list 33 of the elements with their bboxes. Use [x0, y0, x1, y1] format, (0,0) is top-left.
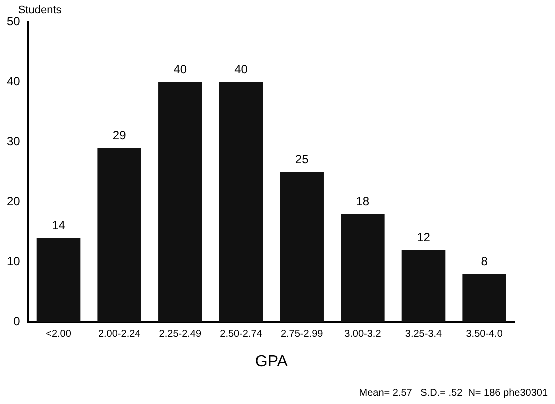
- x-tick-label: 3.00-3.2: [344, 328, 382, 340]
- bar: [341, 214, 385, 322]
- x-tick-label: 3.50-4.0: [466, 328, 504, 340]
- data-label: 8: [481, 254, 488, 268]
- bar: [402, 250, 446, 322]
- data-label: 40: [234, 62, 248, 76]
- x-tick-label: 3.25-3.4: [405, 328, 443, 340]
- bar: [280, 172, 324, 322]
- y-axis-title: Students: [18, 4, 62, 17]
- x-tick-label: 2.50-2.74: [220, 328, 263, 340]
- x-tick-label: 2.75-2.99: [280, 328, 324, 340]
- text: Mean= 2.57 S.D.= .52 N= 186 phe30301: [359, 388, 548, 399]
- y-tick-label: 20: [6, 194, 21, 208]
- y-tick-label: 0: [14, 314, 21, 328]
- y-tick-label: 40: [6, 74, 21, 88]
- data-label: 40: [174, 62, 188, 76]
- x-tick-label: <2.00: [46, 328, 72, 340]
- data-label: 25: [295, 152, 310, 166]
- data-label: 12: [417, 230, 431, 244]
- x-tick-label: 2.25-2.49: [159, 328, 202, 340]
- bar: [158, 82, 202, 322]
- data-label: 29: [112, 128, 127, 142]
- y-tick-label: 30: [6, 134, 21, 148]
- y-tick-label: 10: [6, 254, 21, 268]
- data-label: 14: [52, 218, 66, 232]
- bar: [219, 82, 264, 322]
- data-label: 18: [356, 194, 370, 208]
- bar: [98, 148, 142, 322]
- bar: [462, 274, 506, 322]
- bar: [36, 238, 81, 322]
- x-tick-label: 2.00-2.24: [98, 328, 142, 340]
- x-axis-title: GPA: [255, 353, 288, 370]
- y-tick-label: 50: [6, 14, 21, 28]
